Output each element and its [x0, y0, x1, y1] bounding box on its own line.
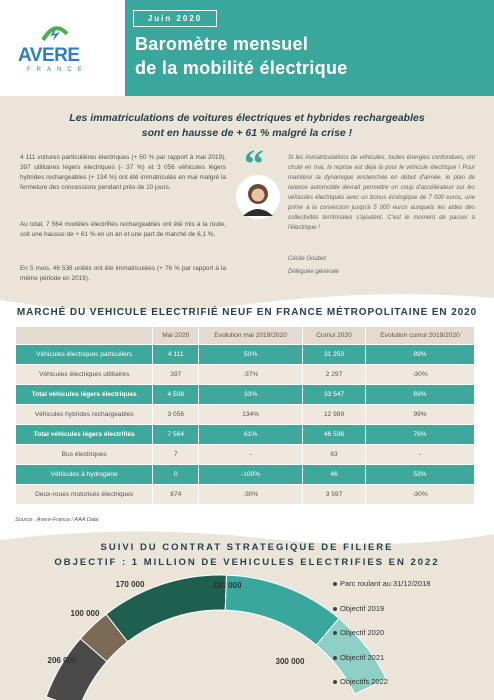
gauge-label: 170 000: [116, 580, 145, 589]
legend-bullet: [333, 606, 337, 611]
table-cell: 53%: [365, 464, 475, 485]
headline: Les immatriculations de voitures électri…: [69, 112, 425, 124]
table-row: Total véhicules légers électriques 4 508 3…: [14, 384, 475, 405]
table-cell: 397: [152, 364, 200, 385]
gauge-title: OBJECTIF : 1 MILLION DE VEHICULES ELECTR…: [54, 557, 440, 568]
paragraph: 4 111 voitures particulières électriques…: [20, 154, 226, 191]
table-cell: 63: [301, 444, 367, 465]
table-cell: 33%: [198, 384, 303, 405]
table-cell: -: [198, 444, 303, 465]
table-row: Bus électriques 7-63-: [14, 444, 475, 465]
table-cell: 12 989: [301, 404, 367, 425]
legend-bullet: [333, 631, 337, 635]
table-cell: 134%: [198, 404, 303, 425]
table-cell: Total véhicules légers électrifiés: [14, 424, 154, 445]
table-cell: -30%: [365, 484, 475, 505]
legend-item: Objectif 2019: [340, 603, 385, 613]
table-cell: 874: [152, 484, 200, 505]
wave: [0, 294, 494, 320]
table-row: Deux-roues motorisés électriques 874 -30% 3…: [14, 484, 475, 505]
gauge-label: 300 000: [276, 657, 305, 666]
table-cell: Deux-roues motorisés électriques: [14, 484, 154, 505]
logo-icon: [41, 26, 69, 42]
table-row: Véhicules électriques particuliers 4 111 5…: [14, 344, 475, 365]
role: Déléguée générale: [288, 269, 339, 275]
paragraph: Au total, 7 564 modèles électrifiés rech…: [20, 221, 226, 238]
table-cell: 46 536: [301, 424, 367, 445]
legend-item: Objectif 2020: [340, 628, 385, 637]
table-cell: 33 547: [301, 384, 367, 405]
table-cell: -30%: [365, 364, 475, 385]
table-cell: 69%: [365, 384, 475, 405]
table-cell: 76%: [365, 424, 475, 445]
table-cell: 2 297: [301, 364, 367, 385]
quote-mark: “: [244, 141, 264, 186]
table-cell: 46: [301, 464, 367, 485]
legend-bullet: [333, 680, 337, 684]
source: Source : Avere-France / AAA Data: [15, 517, 99, 523]
table-cell: -: [365, 444, 475, 465]
gauge-label: 100 000: [71, 609, 100, 618]
table-cell: Total véhicules légers électriques: [14, 384, 154, 405]
headline: sont en hausse de + 61 % malgré la crise…: [141, 127, 353, 139]
table-cell: Véhicules à hydrogène: [14, 464, 154, 485]
gauge-segment: [315, 617, 387, 695]
gauge-section: 206 000 100 000 170 000 230 000 300 000: [0, 531, 494, 700]
table-row: Total véhicules légers électrifiés 7 564 6…: [14, 424, 475, 445]
table-cell: 4 508: [152, 384, 200, 405]
table-cell: Véhicules électriques utilitaires: [14, 364, 154, 385]
table-cell: -100%: [198, 464, 303, 485]
table-cell: 0: [152, 464, 200, 485]
author: Cécile Goubet: [288, 256, 327, 262]
table-cell: Bus électriques: [14, 444, 154, 465]
table-cell: 7 564: [152, 424, 200, 445]
table-row: Véhicules à hydrogène 0 -100% 46 53%: [14, 464, 475, 485]
portrait: [236, 175, 280, 219]
table-cell: 3 056: [152, 404, 200, 425]
legend-item: Objectif 2021: [340, 652, 385, 662]
gauge-title: SUIVI DU CONTRAT STRATEGIQUE DE FILIERE: [100, 542, 394, 553]
legend-item: Parc roulant au 31/12/2018: [340, 579, 431, 588]
gauge-label: 230 000: [213, 581, 242, 590]
header-cell: Cumul 2020: [301, 326, 367, 345]
table-cell: 61%: [198, 424, 303, 445]
legend-bullet: [333, 582, 337, 586]
banner: [125, 0, 494, 96]
quote: Si les immatriculations de véhicules, to…: [288, 155, 475, 231]
table-cell: 31 250: [301, 344, 367, 365]
header-row: Mai 2020 Evolution mai 2019/2020 Cumul 202…: [14, 326, 475, 345]
title: de la mobilité électrique: [135, 58, 348, 78]
title: Baromètre mensuel: [135, 34, 309, 54]
gauge-label: 206 000: [48, 656, 77, 665]
table-cell: 99%: [365, 404, 475, 425]
table-cell: 89%: [365, 344, 475, 365]
header-cell: Mai 2020: [152, 326, 200, 345]
table-cell: 3 597: [301, 484, 367, 505]
header-cell: Evolution mai 2019/2020: [198, 326, 303, 345]
header-cell: [14, 326, 154, 345]
table-row: Véhicules hybrides rechargeables 3 056 134…: [14, 404, 475, 425]
date: Juin 2020: [133, 10, 217, 27]
table-cell: 50%: [198, 344, 303, 365]
table-title: MARCHÉ DU VEHICULE ELECTRIFIÉ NEUF EN FR…: [16, 307, 478, 318]
table-cell: 4 111: [152, 344, 200, 365]
table-cell: Véhicules électriques particuliers: [14, 344, 154, 365]
header-cell: Evolution cumul 2019/2020: [365, 326, 475, 345]
table: Mai 2020 Evolution mai 2019/2020 Cumul 202…: [14, 326, 475, 505]
table-cell: 7: [152, 444, 200, 465]
table-cell: -37%: [198, 364, 303, 385]
table-row: Véhicules électriques utilitaires 397 -37%…: [14, 364, 475, 385]
table-cell: Véhicules hybrides rechargeables: [14, 404, 154, 425]
logo-sub: FRANCE: [27, 67, 88, 73]
legend-item: Objectifs 2022: [340, 677, 388, 686]
table-cell: -30%: [198, 484, 303, 505]
paragraph: En 5 mois, 46 536 unités ont été immatri…: [20, 265, 226, 282]
logo: AVERE: [18, 45, 80, 66]
legend-bullet: [333, 655, 337, 660]
